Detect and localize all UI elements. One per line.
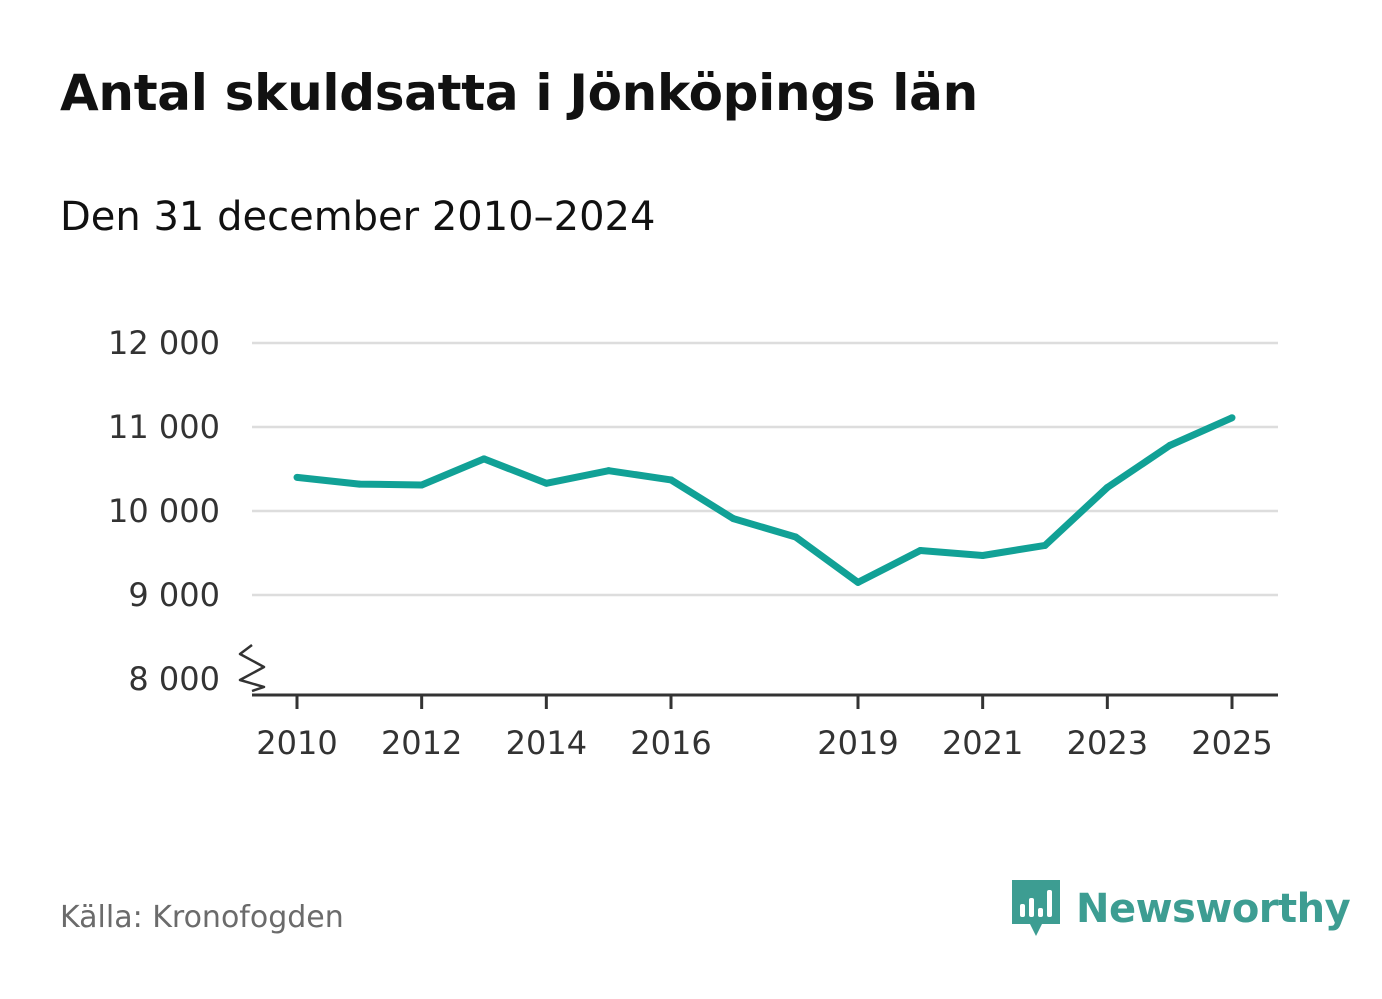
data-point <box>854 578 862 586</box>
brand-logo[interactable]: Newsworthy <box>1010 878 1351 940</box>
series-line <box>296 414 1234 586</box>
data-point <box>979 552 987 560</box>
axis-break-icon <box>238 644 266 693</box>
x-tick-label: 2023 <box>1067 724 1148 762</box>
chart-title: Antal skuldsatta i Jönköpings län <box>60 64 978 122</box>
data-point <box>480 455 488 463</box>
x-tick-label: 2014 <box>506 724 587 762</box>
x-tick-label: 2025 <box>1191 724 1272 762</box>
y-tick-label: 10 000 <box>108 492 220 530</box>
x-tick-label: 2010 <box>256 724 337 762</box>
y-tick-label: 8 000 <box>128 660 220 698</box>
chart-subtitle: Den 31 december 2010–2024 <box>60 194 656 240</box>
x-tick-label: 2021 <box>942 724 1023 762</box>
bar-chart-speech-bubble-icon <box>1012 880 1060 936</box>
brand-name: Newsworthy <box>1076 886 1351 932</box>
y-tick-label: 9 000 <box>128 576 220 614</box>
data-point <box>729 515 737 523</box>
data-point <box>418 481 426 489</box>
x-tick-label: 2019 <box>817 724 898 762</box>
data-point <box>1041 541 1049 549</box>
x-tick-label: 2012 <box>381 724 462 762</box>
x-tick-label: 2016 <box>630 724 711 762</box>
data-point <box>1228 414 1236 422</box>
y-tick-label: 11 000 <box>108 408 220 446</box>
data-point <box>542 479 550 487</box>
data-point <box>916 546 924 554</box>
data-point <box>1103 483 1111 491</box>
data-point <box>667 476 675 484</box>
data-point <box>355 480 363 488</box>
y-tick-label: 12 000 <box>108 324 220 362</box>
data-point <box>605 467 613 475</box>
data-point <box>792 533 800 541</box>
data-point <box>293 473 301 481</box>
source-note: Källa: Kronofogden <box>60 900 344 935</box>
data-point <box>1166 441 1174 449</box>
